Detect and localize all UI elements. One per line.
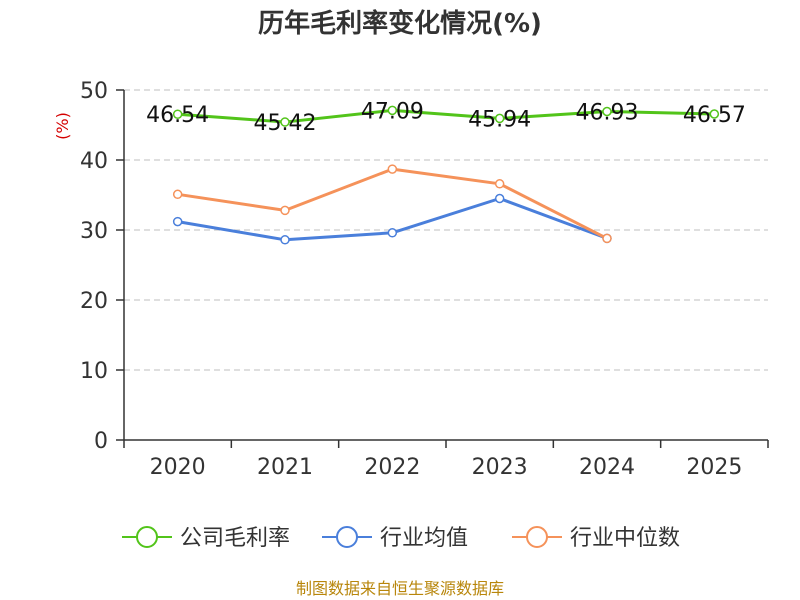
data-label: 46.93: [576, 100, 639, 125]
data-point: [602, 106, 612, 117]
y-tick-label: 50: [80, 79, 108, 104]
data-point: [280, 205, 290, 216]
y-tick-label: 20: [80, 289, 108, 314]
x-tick-label: 2020: [150, 455, 206, 480]
data-point: [387, 228, 398, 238]
source-note: 制图数据来自恒生聚源数据库: [296, 579, 504, 598]
data-labels: 46.54 45.42 47.09 45.94 46.93 46.57: [146, 99, 746, 136]
x-tick-label: 2023: [472, 455, 528, 480]
data-point: [709, 109, 720, 119]
data-label: 45.94: [468, 107, 531, 132]
axes: [116, 89, 769, 448]
data-point: [387, 105, 398, 116]
legend-label: 行业中位数: [570, 526, 680, 551]
y-tick-label: 10: [80, 359, 108, 384]
x-tick-label: 2022: [364, 455, 420, 480]
y-tick-label: 40: [80, 149, 108, 174]
data-point: [494, 193, 505, 204]
series-lines: [172, 105, 720, 245]
y-tick-label: 30: [80, 219, 108, 244]
legend: 公司毛利率 行业均值 行业中位数: [122, 526, 680, 551]
data-point: [387, 164, 398, 174]
legend-label: 公司毛利率: [180, 526, 290, 551]
data-point: [172, 109, 183, 119]
legend-marker: [336, 526, 358, 548]
data-point: [280, 235, 290, 245]
y-tick-labels: 0 10 20 30 40 50: [80, 79, 108, 454]
legend-label: 行业均值: [380, 526, 468, 551]
y-axis-label: (%): [53, 112, 72, 140]
legend-marker: [136, 526, 158, 548]
data-label: 46.54: [146, 103, 209, 128]
y-tick-label: 0: [94, 429, 108, 454]
data-label: 46.57: [683, 103, 746, 128]
data-point: [494, 179, 505, 189]
series-line-2: [177, 167, 608, 240]
data-point: [172, 189, 183, 200]
x-tick-label: 2024: [579, 455, 635, 480]
chart-title: 历年毛利率变化情况(%): [258, 8, 542, 39]
series-line-0: [177, 108, 715, 124]
data-point: [172, 216, 183, 227]
legend-marker: [526, 526, 548, 548]
x-tick-label: 2025: [686, 455, 742, 480]
x-tick-label: 2021: [257, 455, 313, 480]
data-point: [494, 113, 505, 124]
data-label: 45.42: [254, 111, 317, 136]
x-tick-labels: 2020 2021 2022 2023 2024 2025: [150, 455, 743, 480]
data-point: [602, 233, 612, 244]
gridlines: [124, 89, 768, 371]
data-label: 47.09: [361, 99, 424, 124]
data-point: [280, 117, 290, 127]
